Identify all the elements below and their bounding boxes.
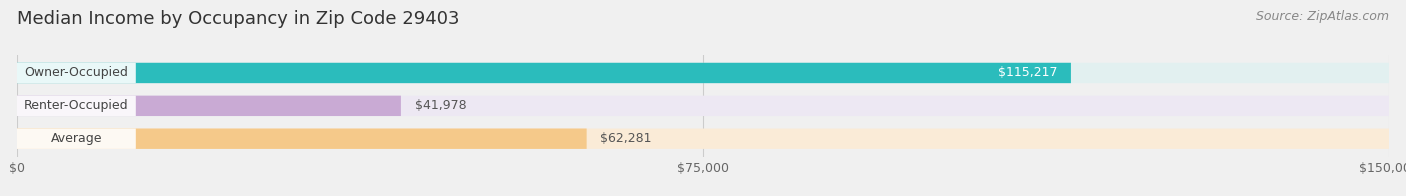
FancyBboxPatch shape — [17, 96, 1389, 116]
FancyBboxPatch shape — [17, 96, 136, 116]
FancyBboxPatch shape — [17, 63, 136, 83]
Text: Median Income by Occupancy in Zip Code 29403: Median Income by Occupancy in Zip Code 2… — [17, 10, 460, 28]
Text: $62,281: $62,281 — [600, 132, 652, 145]
FancyBboxPatch shape — [17, 129, 1389, 149]
Text: $41,978: $41,978 — [415, 99, 467, 112]
Text: $115,217: $115,217 — [998, 66, 1057, 79]
FancyBboxPatch shape — [17, 129, 136, 149]
FancyBboxPatch shape — [17, 63, 1071, 83]
FancyBboxPatch shape — [17, 129, 586, 149]
Text: Renter-Occupied: Renter-Occupied — [24, 99, 128, 112]
FancyBboxPatch shape — [17, 96, 401, 116]
FancyBboxPatch shape — [17, 63, 1389, 83]
Text: Owner-Occupied: Owner-Occupied — [24, 66, 128, 79]
Text: Source: ZipAtlas.com: Source: ZipAtlas.com — [1256, 10, 1389, 23]
Text: Average: Average — [51, 132, 103, 145]
